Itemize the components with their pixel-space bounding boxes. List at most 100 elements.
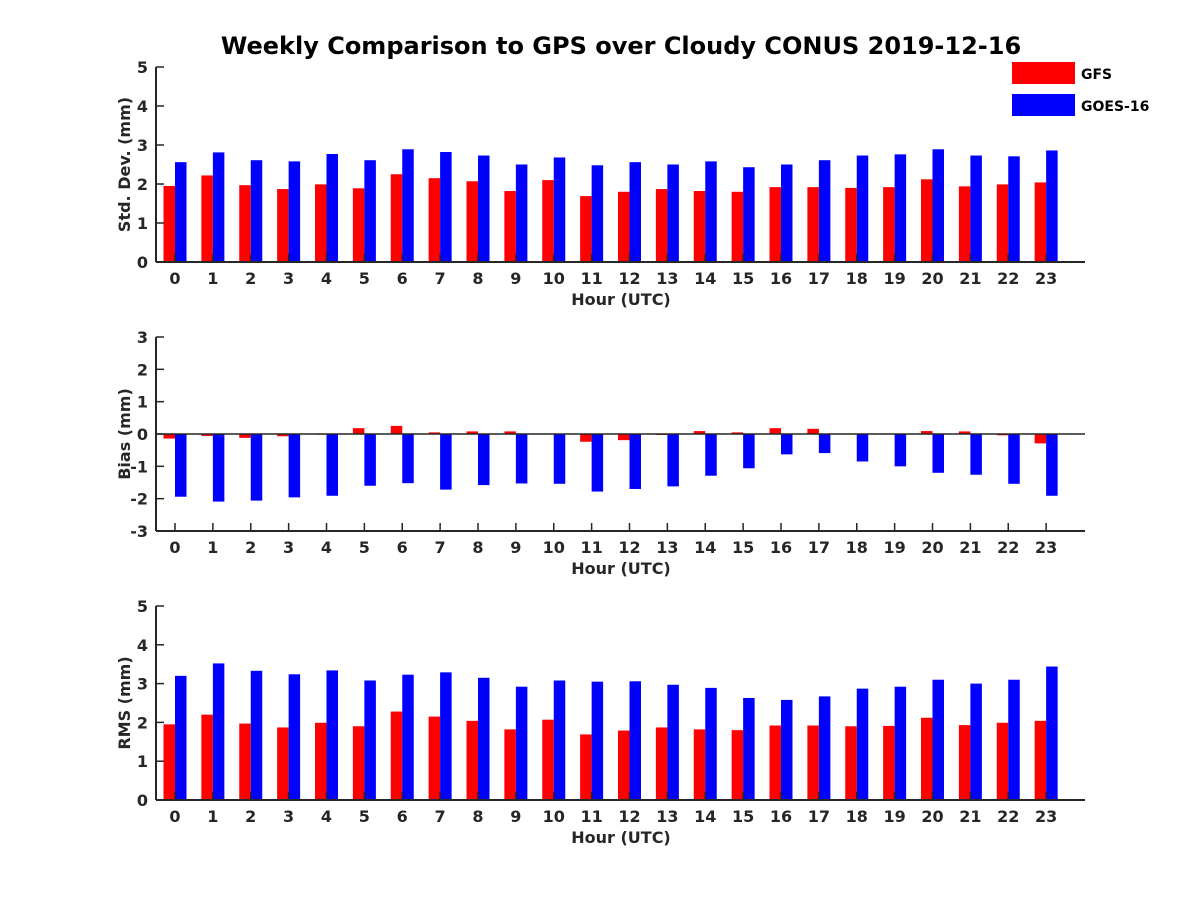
x-tick-label: 1	[207, 269, 218, 288]
bar	[239, 185, 251, 262]
x-tick-label: 15	[732, 269, 754, 288]
bar	[1008, 679, 1020, 800]
x-tick-label: 3	[283, 807, 294, 826]
bar	[390, 425, 403, 434]
x-tick-label: 12	[618, 807, 640, 826]
bar	[580, 196, 592, 262]
bar	[629, 434, 641, 489]
bar	[402, 434, 414, 484]
bar	[921, 431, 933, 434]
y-tick-label: 3	[137, 328, 148, 347]
bar	[970, 683, 982, 800]
bar	[807, 428, 819, 434]
bar	[618, 730, 630, 800]
x-tick-label: 13	[656, 269, 678, 288]
bar	[277, 434, 289, 437]
bar	[1034, 182, 1047, 262]
bar	[845, 726, 857, 800]
bar	[618, 434, 630, 441]
x-tick-label: 2	[245, 538, 256, 557]
x-tick-label: 6	[397, 538, 408, 557]
x-tick-label: 6	[397, 807, 408, 826]
bar	[515, 434, 528, 484]
bar	[769, 725, 781, 800]
x-tick-label: 16	[770, 807, 792, 826]
x-tick-label: 5	[359, 269, 370, 288]
bar	[958, 725, 971, 800]
bar	[466, 181, 478, 262]
bar	[352, 726, 365, 800]
bar	[818, 696, 831, 800]
bar	[428, 432, 441, 434]
legend-entry: GOES-16	[1012, 94, 1149, 116]
x-tick-label: 10	[543, 269, 565, 288]
bar	[402, 674, 414, 800]
bar	[818, 434, 831, 454]
bar	[250, 670, 263, 800]
bar	[591, 165, 604, 262]
bar	[466, 431, 478, 434]
bar	[402, 149, 414, 262]
x-tick-label: 1	[207, 807, 218, 826]
bar	[894, 434, 907, 467]
bar	[958, 431, 971, 434]
y-tick-label: 1	[137, 214, 148, 233]
x-tick-label: 14	[694, 538, 716, 557]
bar	[326, 153, 338, 262]
legend-entry: GFS	[1012, 62, 1112, 84]
x-tick-label: 12	[618, 538, 640, 557]
bar	[440, 672, 452, 800]
bar	[996, 722, 1009, 800]
bar	[743, 167, 755, 262]
x-tick-label: 22	[997, 538, 1019, 557]
bar	[807, 725, 819, 800]
y-tick-label: 0	[137, 425, 148, 444]
x-axis-label: Hour (UTC)	[571, 290, 671, 309]
y-tick-label: -2	[130, 490, 148, 509]
x-tick-label: 11	[580, 807, 602, 826]
bar	[239, 723, 251, 800]
bar	[996, 184, 1009, 262]
bar	[250, 160, 263, 262]
legend-swatch	[1012, 94, 1075, 116]
series-goes-16	[175, 149, 1058, 262]
bar	[542, 719, 554, 800]
x-tick-label: 0	[169, 807, 180, 826]
bar	[1034, 720, 1047, 800]
x-tick-label: 12	[618, 269, 640, 288]
bar	[1034, 434, 1047, 444]
bar	[175, 675, 187, 800]
x-tick-label: 19	[883, 538, 905, 557]
bar	[1046, 434, 1058, 496]
x-tick-label: 22	[997, 807, 1019, 826]
x-tick-label: 21	[959, 807, 981, 826]
x-tick-label: 0	[169, 538, 180, 557]
bar	[1046, 150, 1058, 262]
x-tick-label: 18	[846, 269, 868, 288]
bar	[1046, 666, 1058, 800]
x-tick-label: 2	[245, 807, 256, 826]
bar	[781, 699, 793, 800]
bar	[629, 162, 641, 262]
bar	[769, 187, 781, 262]
bar	[743, 697, 755, 800]
x-tick-label: 14	[694, 269, 716, 288]
bar	[504, 729, 516, 800]
x-tick-label: 21	[959, 269, 981, 288]
y-tick-label: 2	[137, 713, 148, 732]
bar	[326, 670, 338, 800]
y-tick-label: 1	[137, 393, 148, 412]
bar	[856, 434, 869, 462]
x-tick-label: 23	[1035, 269, 1057, 288]
bar	[655, 189, 668, 262]
x-tick-label: 0	[169, 269, 180, 288]
y-axis-label: RMS (mm)	[115, 656, 134, 749]
y-tick-label: 4	[137, 97, 148, 116]
series-goes-16	[175, 434, 1058, 502]
bar	[542, 180, 554, 262]
legend: GFS GOES-16	[1012, 62, 1149, 116]
x-axis-label: Hour (UTC)	[571, 828, 671, 847]
bar	[667, 434, 679, 487]
bar	[845, 187, 857, 262]
bar	[364, 434, 376, 486]
